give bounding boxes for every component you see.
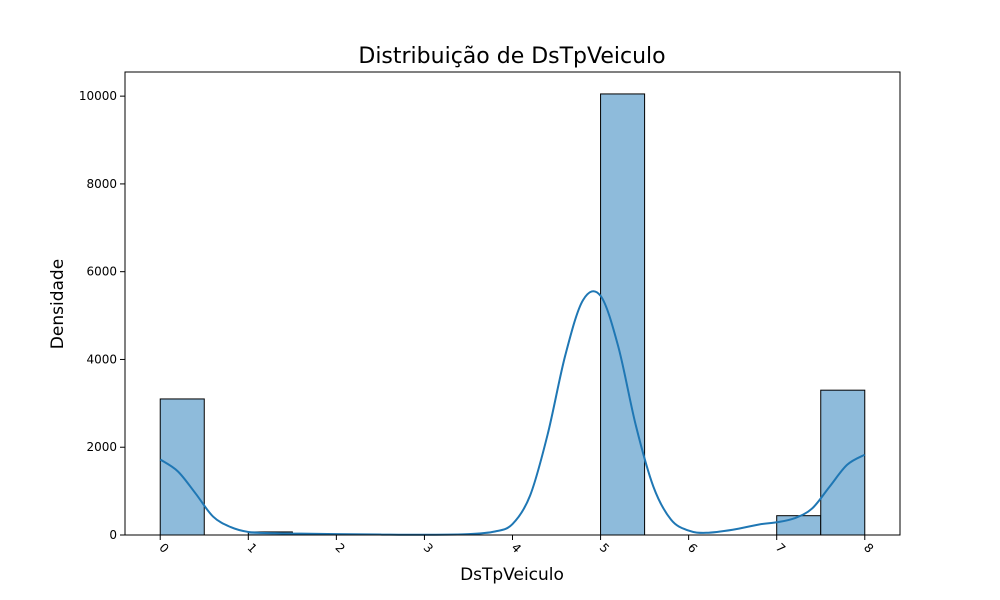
chart-title: Distribuição de DsTpVeiculo [358,44,665,69]
y-tick-label: 2000 [86,440,117,454]
x-tick-label: 3 [421,541,436,556]
histogram-bars [159,93,866,536]
kde-curve [159,290,866,536]
y-tick-label: 0 [109,528,117,542]
x-tick-label: 0 [156,541,171,556]
y-tick-label: 10000 [79,89,117,103]
x-tick-label: 5 [597,541,612,556]
x-axis-label: DsTpVeiculo [460,565,564,585]
x-tick-label: 2 [333,541,348,556]
y-axis-label: Densidade [48,259,68,349]
x-tick-label: 8 [861,541,876,556]
x-tick-label: 1 [244,541,259,556]
y-tick-label: 4000 [86,352,117,366]
y-tick-label: 6000 [86,265,117,279]
y-axis-ticks: 0 2000 4000 6000 8000 10000 [79,89,125,542]
x-axis-ticks: 0 1 2 3 4 5 6 7 8 [156,535,876,556]
histogram-bar [776,515,822,536]
x-tick-label: 4 [509,541,524,556]
x-tick-label: 6 [685,541,700,556]
histogram-bar [159,398,205,536]
x-tick-label: 7 [773,541,788,556]
plot-frame [124,71,901,536]
y-tick-label: 8000 [86,177,117,191]
histogram-bar [600,93,646,536]
histogram-bar [820,389,866,536]
